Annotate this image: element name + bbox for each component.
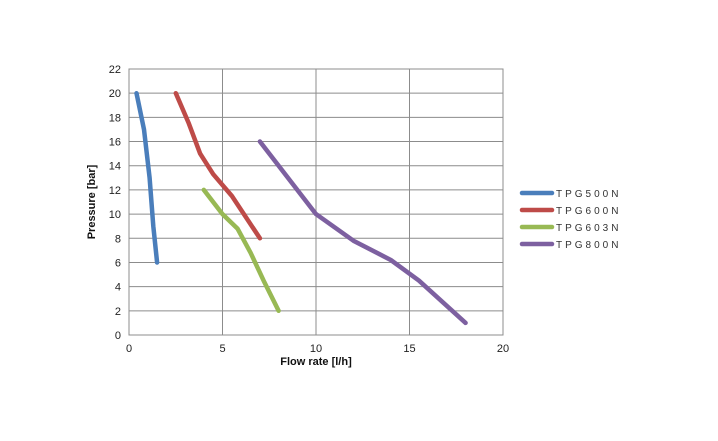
y-tick-label: 8	[115, 233, 121, 245]
y-tick-label: 18	[109, 112, 121, 124]
y-tick-label: 12	[109, 185, 121, 197]
x-tick-label: 15	[403, 343, 415, 355]
x-tick-label: 5	[219, 343, 225, 355]
legend-label-tpg800n: TPG800N	[556, 240, 621, 251]
series-line-tpg600n	[173, 90, 263, 241]
x-tick-label: 20	[497, 343, 509, 355]
series-line-tpg603n	[201, 187, 281, 314]
y-tick-label: 14	[109, 161, 121, 173]
x-tick-label: 0	[126, 343, 132, 355]
legend-label-tpg500n: TPG500N	[556, 189, 621, 200]
x-tick-label: 10	[310, 343, 322, 355]
legend-label-tpg600n: TPG600N	[556, 206, 621, 217]
y-tick-label: 4	[115, 282, 121, 294]
tick-labels: 0 2 4 6 8 10 12 14 16 18 20 22 0 5 10 15 20	[109, 64, 509, 355]
legend: TPG500N TPG600N TPG603N TPG800N	[519, 189, 621, 251]
y-tick-label: 20	[109, 88, 121, 100]
y-tick-label: 0	[115, 330, 121, 342]
y-tick-label: 2	[115, 306, 121, 318]
gridlines	[129, 69, 503, 335]
series-line-tpg800n	[257, 139, 468, 326]
legend-label-tpg603n: TPG603N	[556, 223, 621, 234]
y-axis-title: Pressure [bar]	[86, 164, 98, 239]
series-line-tpg500n	[134, 90, 160, 265]
x-axis-title: Flow rate [l/h]	[280, 356, 352, 368]
series-lines	[134, 90, 468, 326]
y-tick-label: 22	[109, 64, 121, 76]
y-tick-label: 6	[115, 257, 121, 269]
y-tick-label: 16	[109, 137, 121, 149]
y-tick-label: 10	[109, 209, 121, 221]
